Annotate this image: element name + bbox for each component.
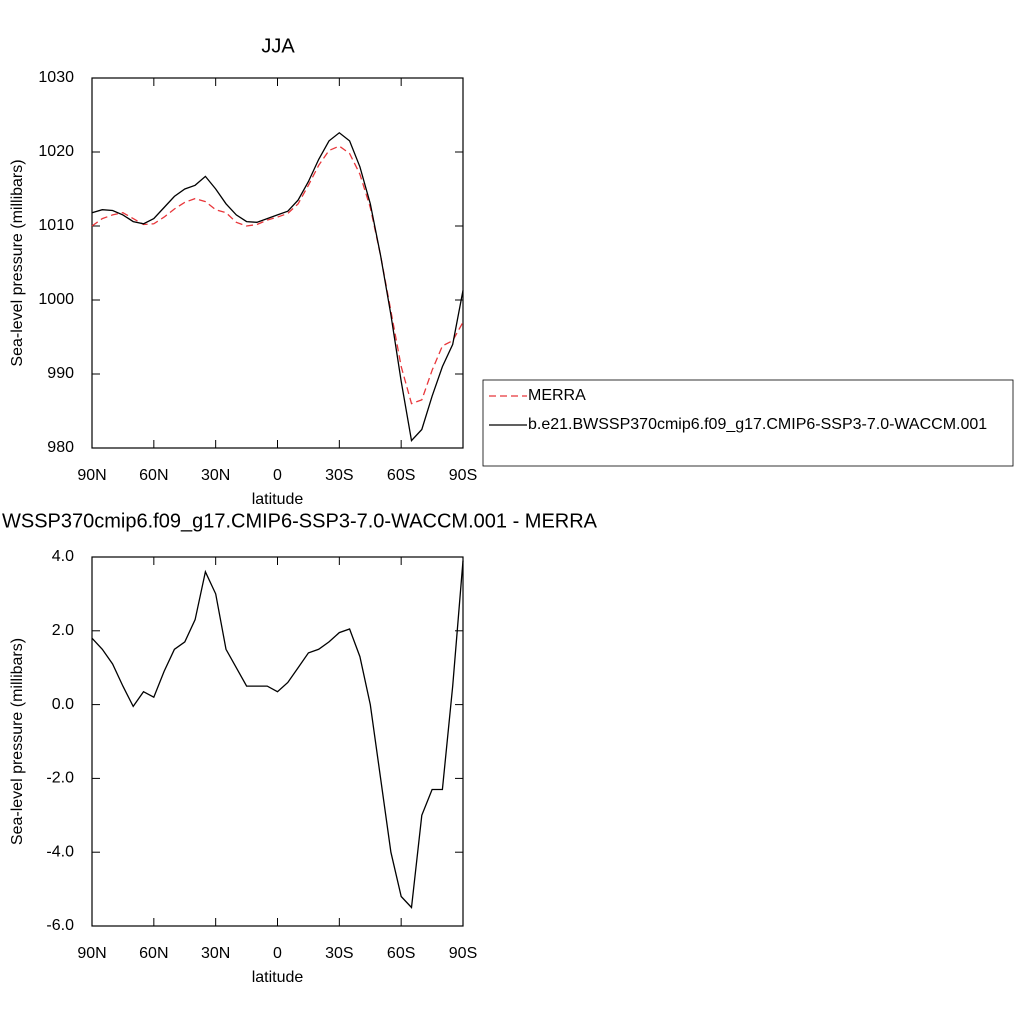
y-tick-label: -4.0 [46,843,74,860]
y-tick-label: 0.0 [52,696,74,713]
series-line [91,131,464,443]
series-line [91,560,464,909]
x-tick-label: 30N [201,467,230,484]
plot-frame [91,556,464,927]
x-tick-label: 60S [387,945,415,962]
x-tick-label: 60N [139,467,168,484]
y-tick-label: 1010 [38,217,74,234]
x-tick-label: 0 [273,945,282,962]
x-tick-label: 60N [139,945,168,962]
y-tick-label: 4.0 [52,548,74,565]
x-tick-label: 90S [449,467,477,484]
y-tick-label: 2.0 [52,622,74,639]
x-tick-label: 60S [387,467,415,484]
legend-label: b.e21.BWSSP370cmip6.f09_g17.CMIP6-SSP3-7… [528,416,987,433]
x-tick-label: 0 [273,467,282,484]
x-axis-label: latitude [252,969,304,986]
legend-label: MERRA [528,387,586,404]
chart-title: WSSP370cmip6.f09_g17.CMIP6-SSP3-7.0-WACC… [2,510,598,532]
x-tick-label: 30S [325,945,353,962]
y-tick-label: 1030 [38,69,74,86]
y-tick-label: -6.0 [46,917,74,934]
y-tick-label: 1000 [38,291,74,308]
y-tick-label: -2.0 [46,770,74,787]
series-line [91,145,464,405]
y-tick-label: 980 [47,439,74,456]
x-tick-label: 30N [201,945,230,962]
x-tick-label: 90N [77,945,106,962]
legend-box [482,379,1014,467]
x-tick-label: 30S [325,467,353,484]
y-axis-label: Sea-level pressure (millibars) [9,159,26,366]
y-tick-label: 990 [47,365,74,382]
plot-frame [91,77,464,449]
x-axis-label: latitude [252,491,304,508]
chart-title: JJA [261,35,295,57]
y-tick-label: 1020 [38,143,74,160]
x-tick-label: 90S [449,945,477,962]
x-tick-label: 90N [77,467,106,484]
y-axis-label: Sea-level pressure (millibars) [9,638,26,845]
